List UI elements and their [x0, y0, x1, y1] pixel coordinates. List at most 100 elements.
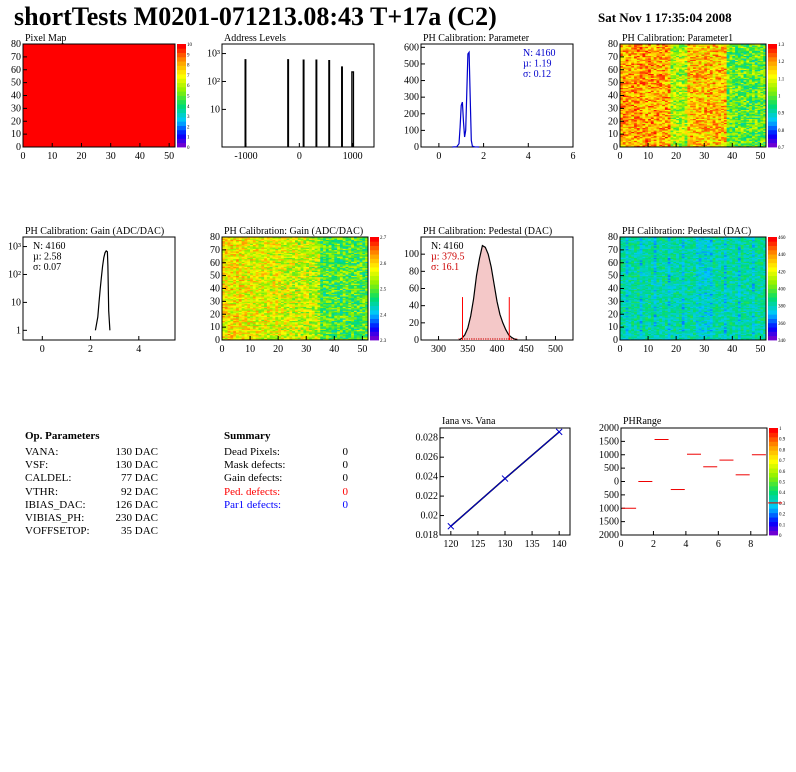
heatmap-cell [760, 139, 764, 141]
heatmap-cell [715, 103, 719, 105]
heatmap-cell [763, 132, 767, 135]
heatmap-cell [712, 45, 716, 47]
heatmap-cell [634, 90, 638, 92]
heatmap-cell [227, 244, 231, 247]
heatmap-cell [754, 86, 758, 89]
heatmap-cell [620, 104, 624, 107]
heatmap-cell [729, 44, 733, 46]
heatmap-cell [639, 127, 643, 130]
heatmap-cell [620, 87, 624, 90]
heatmap-cell [737, 125, 742, 127]
heatmap-cell [224, 292, 228, 294]
heatmap-cell [687, 131, 691, 134]
heatmap-cell [238, 297, 242, 300]
heatmap-cell [648, 65, 652, 68]
heatmap-cell [681, 49, 685, 51]
heatmap-cell [749, 90, 753, 92]
heatmap-cell [673, 141, 677, 144]
x-tick-label: 2 [88, 344, 93, 355]
heatmap-cell [693, 86, 697, 89]
heatmap-cell [620, 80, 624, 82]
heatmap-cell [645, 112, 649, 114]
y-tick-label: 10² [207, 76, 220, 87]
heatmap-cell [667, 113, 671, 116]
heatmap-cell [639, 107, 643, 109]
heatmap-cell [673, 80, 677, 82]
heatmap-cell [241, 265, 245, 267]
heatmap-cell [222, 276, 226, 279]
heatmap-cell [735, 100, 739, 103]
heatmap-cell [653, 58, 657, 60]
heatmap-cell [656, 126, 660, 128]
heatmap-cell [662, 54, 666, 56]
heatmap-cell [751, 107, 756, 109]
heatmap-cell [743, 44, 747, 46]
heatmap-cell [737, 98, 742, 100]
heatmap-cell [757, 54, 761, 56]
heatmap-cell [659, 45, 663, 47]
heatmap-cell [704, 65, 708, 68]
heatmap-cell [740, 135, 744, 137]
heatmap-cell [681, 47, 685, 50]
heatmap-cell [648, 113, 652, 116]
heatmap-cell [704, 108, 708, 110]
heatmap-cell [659, 95, 663, 98]
heatmap-cell [701, 114, 705, 117]
heatmap-cell [622, 117, 626, 119]
heatmap-cell [746, 44, 750, 46]
heatmap-cell [227, 314, 231, 316]
y-tick-label: 40 [608, 91, 618, 102]
heatmap-cell [735, 62, 739, 64]
heatmap-cell [241, 337, 245, 340]
heatmap-cell [709, 125, 713, 127]
heatmap-cell [757, 95, 761, 98]
heatmap-cell [224, 305, 228, 307]
heatmap-cell [707, 91, 711, 94]
heatmap-cell [662, 135, 666, 137]
heatmap-cell [656, 89, 660, 91]
heatmap-cell [723, 107, 727, 109]
heatmap-cell [233, 273, 237, 275]
heatmap-cell [667, 56, 671, 59]
heatmap-cell [662, 140, 666, 143]
heatmap-cell [690, 108, 694, 110]
heatmap-cell [749, 59, 753, 62]
heatmap-cell [721, 96, 725, 99]
heatmap-cell [732, 78, 736, 81]
heatmap-cell [737, 85, 742, 87]
heatmap-cell [754, 96, 758, 99]
heatmap-cell [631, 64, 635, 67]
heatmap-cell [676, 96, 680, 99]
heatmap-cell [732, 137, 736, 140]
heatmap-cell [729, 118, 733, 121]
heatmap-cell [729, 99, 733, 101]
heatmap-cell [740, 103, 744, 105]
heatmap-cell [695, 50, 699, 53]
heatmap-cell [676, 101, 680, 104]
heatmap-cell [701, 53, 705, 55]
heatmap-cell [721, 81, 725, 83]
heatmap-cell [639, 46, 643, 49]
heatmap-cell [704, 58, 708, 60]
heatmap-cell [676, 47, 680, 50]
heatmap-cell [718, 82, 722, 85]
heatmap-cell [622, 132, 626, 135]
heatmap-cell [631, 117, 635, 119]
heatmap-cell [709, 56, 713, 59]
heatmap-cell [645, 60, 649, 63]
heatmap-cell [241, 329, 245, 332]
heatmap-cell [743, 123, 747, 126]
heatmap-cell [721, 60, 725, 63]
heatmap-cell [715, 119, 719, 122]
heatmap-cell [763, 103, 767, 105]
heatmap-cell [746, 110, 750, 113]
heatmap-cell [707, 77, 711, 80]
heatmap-cell [631, 62, 635, 64]
heatmap-cell [664, 96, 669, 99]
heatmap-cell [681, 105, 685, 108]
heatmap-cell [224, 293, 228, 296]
heatmap-cell [707, 47, 711, 50]
heatmap-cell [749, 51, 753, 54]
heatmap-cell [620, 95, 624, 98]
heatmap-cell [224, 311, 228, 314]
